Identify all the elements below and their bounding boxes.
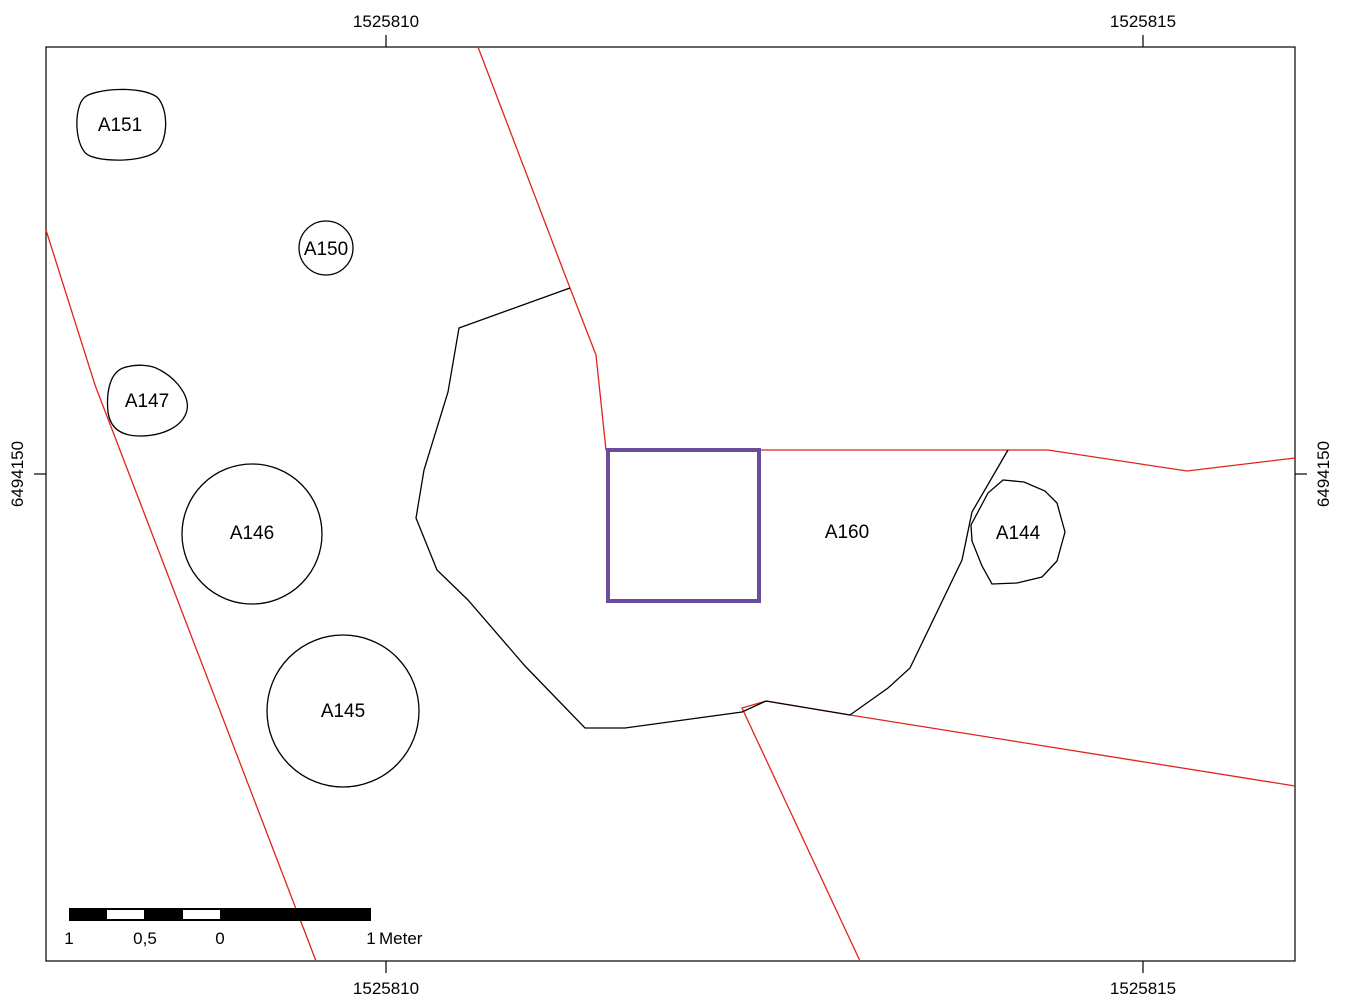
feature-a160-outline <box>415 287 1009 729</box>
boundary-line-left <box>45 229 317 962</box>
scale-bar: 1 0,5 0 1 Meter <box>64 908 423 948</box>
scale-label-zero: 0 <box>215 929 224 948</box>
label-a150: A150 <box>304 239 348 260</box>
feature-a144-outline <box>970 479 1066 585</box>
scale-label-left-1: 1 <box>64 929 73 948</box>
northing-label-right: 6494150 <box>1314 441 1333 507</box>
label-a160: A160 <box>825 522 869 543</box>
label-a147: A147 <box>125 391 169 412</box>
label-a145: A145 <box>321 701 365 722</box>
feature-a145-outline <box>266 634 420 788</box>
feature-a146-outline <box>181 463 323 605</box>
northing-label-left: 6494150 <box>8 441 27 507</box>
feature-a147-outline <box>106 364 188 437</box>
label-a146: A146 <box>230 523 274 544</box>
scale-bar-white-segment-2 <box>183 910 220 919</box>
sample-square <box>606 448 761 603</box>
coordinate-ticks <box>34 35 1307 973</box>
easting-label-top-right: 1525815 <box>1110 12 1176 31</box>
easting-label-bottom-right: 1525815 <box>1110 979 1176 998</box>
label-a144: A144 <box>996 523 1041 544</box>
easting-label-bottom-left: 1525810 <box>353 979 419 998</box>
feature-a150-outline <box>298 220 354 276</box>
scale-unit-label: Meter <box>379 929 423 948</box>
easting-label-top-left: 1525810 <box>353 12 419 31</box>
feature-a151-outline <box>76 88 167 161</box>
map-frame <box>45 46 1296 962</box>
scale-bar-white-segment-1 <box>107 910 144 919</box>
label-a151: A151 <box>98 115 142 136</box>
scale-label-half: 0,5 <box>133 929 157 948</box>
scale-label-right-1: 1 <box>366 929 375 948</box>
